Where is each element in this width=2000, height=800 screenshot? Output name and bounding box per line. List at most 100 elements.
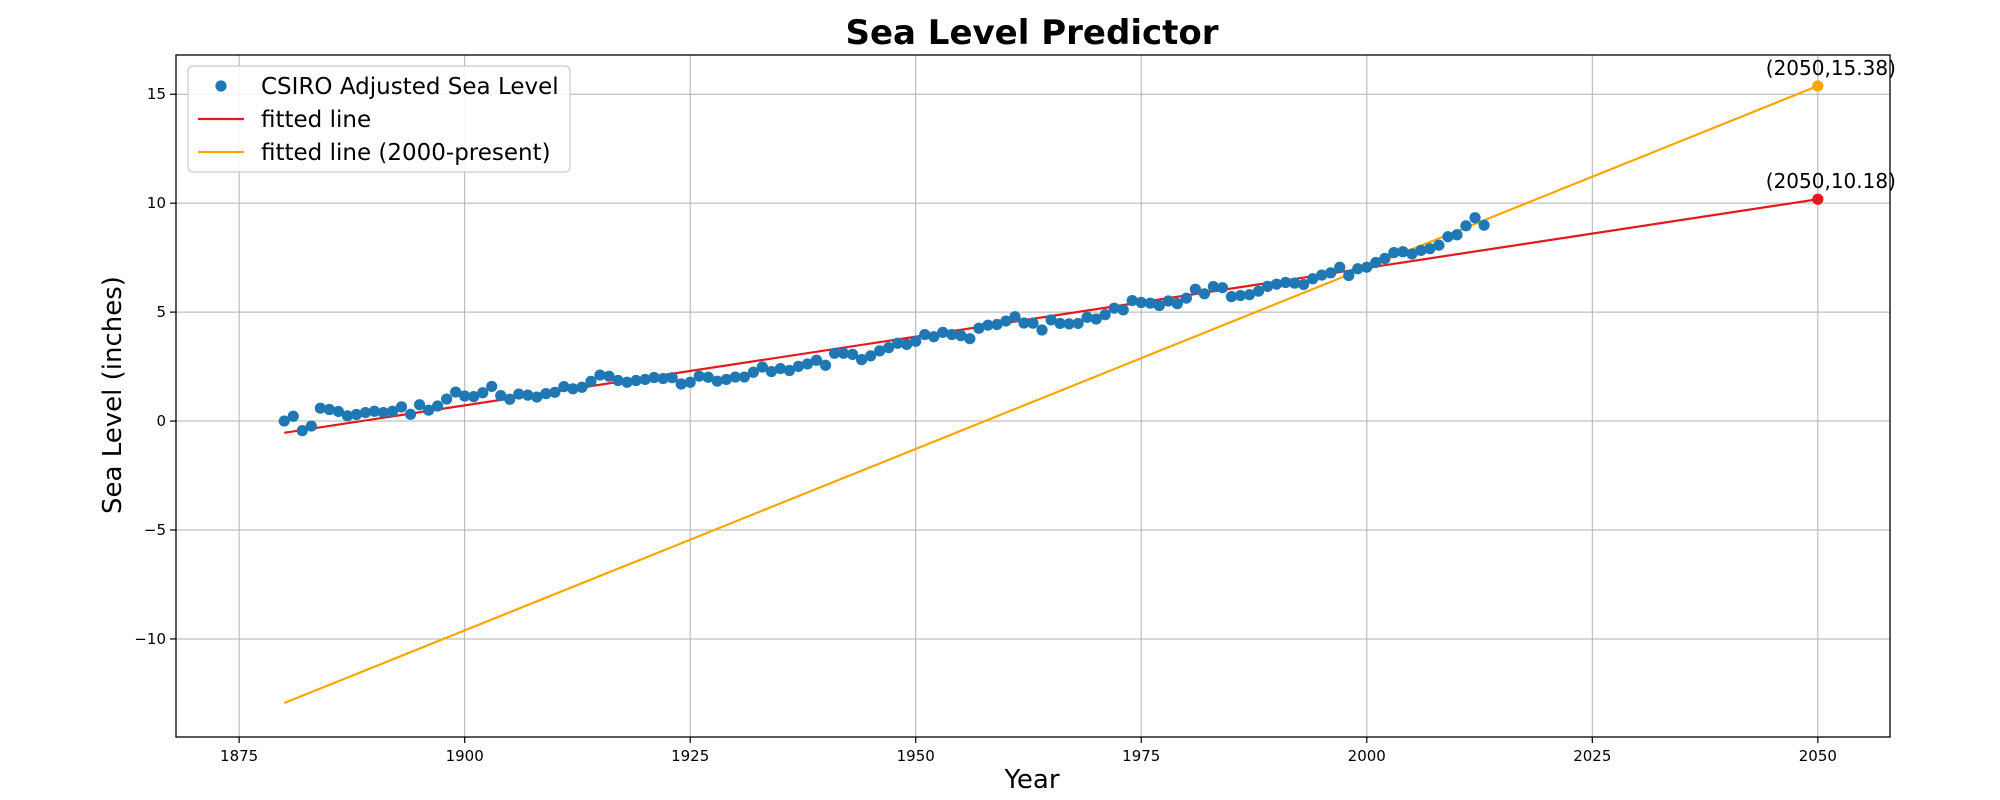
prediction-point xyxy=(1812,80,1824,92)
x-tick-label: 1950 xyxy=(897,747,935,765)
data-point xyxy=(756,361,768,373)
data-point xyxy=(341,410,353,422)
chart-title: Sea Level Predictor xyxy=(845,13,1218,53)
data-point xyxy=(1433,239,1445,251)
data-point xyxy=(1397,246,1409,258)
data-point xyxy=(810,354,823,366)
data-point xyxy=(865,350,877,362)
data-point xyxy=(621,376,633,388)
data-point xyxy=(1063,318,1075,330)
data-point xyxy=(711,375,723,387)
legend-label: fitted line xyxy=(261,107,371,133)
legend-box xyxy=(187,65,571,173)
y-axis-label: Sea Level (inches) xyxy=(98,276,128,514)
data-point xyxy=(1018,317,1030,329)
x-tick-label: 1875 xyxy=(220,747,258,765)
data-point xyxy=(946,328,958,341)
data-point xyxy=(666,372,678,384)
data-point xyxy=(1090,313,1102,325)
x-axis-label: Year xyxy=(1003,765,1059,795)
data-point xyxy=(278,415,290,427)
data-point xyxy=(919,328,931,341)
data-point xyxy=(576,381,588,393)
data-point xyxy=(1289,277,1301,289)
y-tick-label: 5 xyxy=(156,303,166,321)
legend-label: CSIRO Adjusted Sea Level xyxy=(261,74,559,100)
data-point xyxy=(459,390,471,402)
data-point xyxy=(1072,317,1084,330)
data-point xyxy=(404,408,417,420)
data-point xyxy=(413,399,426,411)
data-point xyxy=(1379,252,1391,265)
data-point xyxy=(1234,289,1247,302)
data-point xyxy=(1298,278,1310,291)
data-point xyxy=(1009,311,1021,323)
scatter-points xyxy=(278,212,1490,437)
data-point xyxy=(1424,243,1436,255)
data-point xyxy=(1099,309,1111,321)
data-point xyxy=(837,347,850,359)
data-point xyxy=(368,405,381,417)
data-point xyxy=(1343,269,1355,282)
data-point xyxy=(901,338,913,350)
data-point xyxy=(531,391,543,403)
data-point xyxy=(1252,285,1265,297)
data-point xyxy=(594,369,606,381)
data-point xyxy=(1261,280,1274,293)
data-point xyxy=(910,335,922,347)
y-tick-label: 0 xyxy=(156,412,166,430)
data-point xyxy=(1442,231,1454,243)
data-point xyxy=(720,373,732,386)
data-point xyxy=(386,405,399,417)
data-point xyxy=(1036,324,1048,336)
data-point xyxy=(585,375,597,388)
data-point xyxy=(468,391,480,403)
data-point xyxy=(747,366,759,378)
x-tick-label: 2025 xyxy=(1573,747,1611,765)
data-point xyxy=(1126,294,1138,307)
data-point xyxy=(738,371,750,383)
data-point xyxy=(1279,276,1292,289)
data-point xyxy=(332,405,344,418)
data-point xyxy=(955,330,967,342)
data-point xyxy=(684,376,696,388)
annotation-label: (2050,15.38) xyxy=(1766,56,1896,80)
data-point xyxy=(856,354,868,366)
data-point xyxy=(549,386,561,398)
data-point xyxy=(765,365,777,378)
data-point xyxy=(657,372,669,385)
data-point xyxy=(1451,229,1463,241)
data-point xyxy=(1171,298,1183,310)
data-point xyxy=(693,370,705,382)
data-point xyxy=(883,342,895,354)
axis-ticks: 1875 1900 1925 1950 1975 2000 2025 2050 −10 −5 0 5 1… xyxy=(134,85,1837,765)
data-point xyxy=(1117,304,1129,316)
data-point xyxy=(1153,299,1165,312)
data-point xyxy=(1478,219,1490,231)
data-point xyxy=(1027,317,1039,329)
data-point xyxy=(783,364,796,377)
data-point xyxy=(928,331,940,343)
fitted-line-segment xyxy=(283,84,1819,705)
data-point xyxy=(639,373,651,386)
data-point xyxy=(1469,212,1481,224)
data-point xyxy=(305,420,317,432)
x-tick-label: 1925 xyxy=(671,747,709,765)
data-point xyxy=(486,380,498,393)
data-point xyxy=(432,400,444,412)
y-tick-label: −10 xyxy=(134,630,166,648)
data-point xyxy=(314,402,326,414)
data-point xyxy=(1316,269,1328,281)
x-tick-label: 2050 xyxy=(1799,747,1837,765)
data-point xyxy=(801,358,814,370)
annotation-label: (2050,10.18) xyxy=(1766,169,1896,193)
data-point xyxy=(1198,288,1210,300)
data-point xyxy=(729,371,741,383)
annotations: (2050,15.38) (2050,10.18) xyxy=(1766,56,1896,205)
data-point xyxy=(892,337,904,349)
data-point xyxy=(296,425,308,437)
data-point xyxy=(1307,273,1319,285)
data-point xyxy=(648,371,660,384)
data-point xyxy=(964,333,976,345)
